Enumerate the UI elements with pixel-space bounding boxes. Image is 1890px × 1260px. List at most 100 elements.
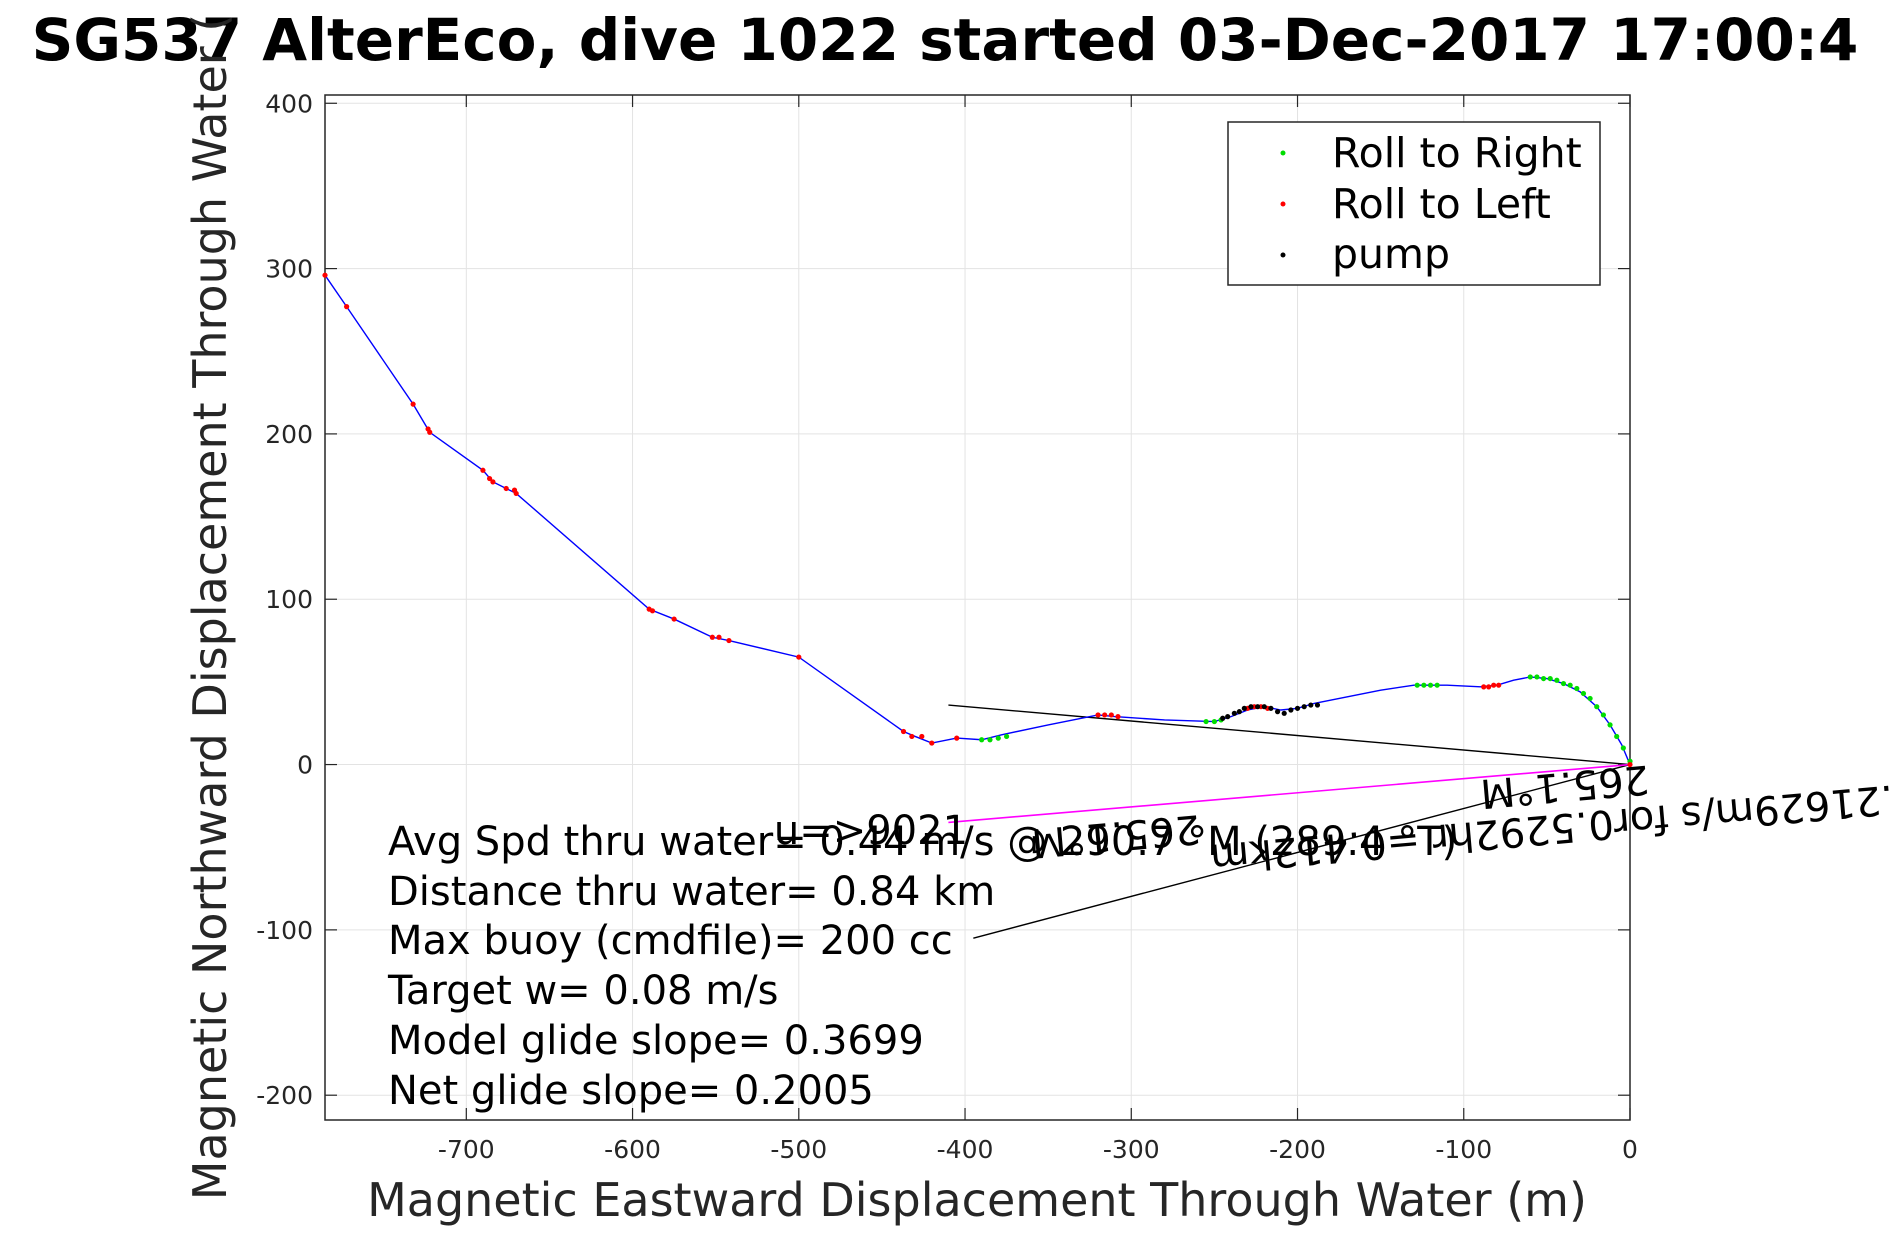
roll-right-point xyxy=(1540,675,1547,682)
x-tick-label: -300 xyxy=(1103,1135,1160,1164)
roll-right-point xyxy=(1003,733,1010,740)
y-tick-label: -100 xyxy=(256,916,313,945)
roll-left-point xyxy=(909,733,915,740)
roll-left-point xyxy=(344,304,350,310)
pump-point xyxy=(1294,705,1301,711)
pump-point xyxy=(1255,704,1261,710)
roll-left-point xyxy=(1491,682,1497,688)
roll-left-point xyxy=(709,634,715,640)
roll-left-point xyxy=(410,401,416,407)
roll-left-point xyxy=(929,740,935,746)
stat-avg-speed: Avg Spd thru water= 0.44 m/s @ 290.7 °M … xyxy=(388,819,1457,865)
x-tick-label: -600 xyxy=(604,1135,661,1164)
roll-right-point xyxy=(1554,677,1560,683)
pump-point xyxy=(1220,715,1226,721)
roll-left-point xyxy=(954,735,960,741)
pump-point xyxy=(1241,705,1247,711)
roll-right-point xyxy=(995,735,1001,741)
dive-track xyxy=(324,274,1631,765)
x-tick-label: -700 xyxy=(438,1135,495,1164)
x-tick-label: -200 xyxy=(1269,1135,1326,1164)
plot-area xyxy=(324,94,1631,1121)
stat-distance: Distance thru water= 0.84 km xyxy=(388,869,995,915)
roll-left-point xyxy=(1486,684,1492,690)
legend-marker-roll-left xyxy=(1280,201,1286,207)
track-line xyxy=(324,274,1631,765)
roll-left-point xyxy=(322,272,328,278)
roll-right-point xyxy=(1203,718,1209,725)
roll-left-point xyxy=(649,608,656,614)
roll-left-point xyxy=(726,637,732,644)
roll-left-point xyxy=(1108,712,1114,718)
roll-right-point xyxy=(1574,685,1580,692)
stat-max-buoy: Max buoy (cmdfile)= 200 cc xyxy=(388,918,953,964)
roll-left-point xyxy=(1102,712,1108,718)
pump-point xyxy=(1231,710,1237,716)
stat-net-glide-slope: Net glide slope= 0.2005 xyxy=(388,1068,874,1114)
roll-left-point xyxy=(1496,682,1502,688)
legend: Roll to Right Roll to Left pump xyxy=(1227,121,1601,286)
current-vector-line xyxy=(948,763,1631,824)
y-axis-ticks: -200 -100 0 100 200 300 400 xyxy=(256,89,1630,1110)
roll-right-point xyxy=(1414,682,1420,688)
stat-target-w: Target w= 0.08 m/s xyxy=(387,968,778,1014)
legend-marker-pump xyxy=(1280,252,1286,258)
roll-left-point xyxy=(513,490,519,497)
roll-right-point xyxy=(1567,682,1573,688)
roll-right-point xyxy=(1600,712,1607,718)
pump-point xyxy=(1248,704,1254,710)
legend-label-roll-right: Roll to Right xyxy=(1332,129,1582,177)
x-tick-label: 0 xyxy=(1622,1135,1638,1164)
pump-point xyxy=(1268,705,1274,711)
roll-right-point xyxy=(1594,704,1600,710)
roll-left-point xyxy=(490,479,496,485)
roll-right-point xyxy=(1527,674,1533,680)
y-tick-label: -200 xyxy=(256,1081,313,1110)
pump-point xyxy=(1281,710,1287,716)
roll-right-point xyxy=(1211,718,1217,725)
overlay-label: u=>9021 xyxy=(774,808,968,854)
x-tick-label: -100 xyxy=(1435,1135,1492,1164)
legend-label-pump: pump xyxy=(1332,230,1450,278)
roll-left-point xyxy=(1627,761,1633,768)
y-tick-label: 300 xyxy=(265,255,313,284)
roll-right-point xyxy=(1427,682,1434,688)
chart-title: SG537 AlterEco, dive 1022 started 03-Dec… xyxy=(32,6,1859,74)
roll-right-point xyxy=(1607,722,1613,728)
roll-left-point xyxy=(716,634,722,640)
roll-left-point xyxy=(900,728,907,735)
y-tick-label: 200 xyxy=(265,420,313,449)
roll-left-point xyxy=(1481,684,1487,690)
roll-left-point xyxy=(796,654,802,660)
pump-point xyxy=(1274,709,1281,715)
roll-right-point xyxy=(1421,682,1427,688)
vector-line xyxy=(948,704,1631,766)
roll-left-point xyxy=(486,475,493,482)
legend-box xyxy=(1227,121,1601,286)
track-markers xyxy=(322,272,1633,768)
pump-point xyxy=(1236,709,1242,715)
roll-left-point xyxy=(480,467,486,473)
dive-statistics: Avg Spd thru water= 0.44 m/s @ 290.7 °M … xyxy=(387,819,1457,1114)
roll-right-point xyxy=(1614,733,1620,740)
pump-point xyxy=(1314,702,1321,708)
roll-right-point xyxy=(1587,695,1593,702)
x-axis-ticks: -700 -600 -500 -400 -300 -200 -100 0 xyxy=(438,95,1638,1164)
roll-right-point xyxy=(1534,674,1540,680)
roll-right-point xyxy=(1434,682,1440,688)
vector-line xyxy=(973,763,1631,939)
x-tick-label: -500 xyxy=(770,1135,827,1164)
roll-right-point xyxy=(1560,680,1567,687)
y-tick-label: 0 xyxy=(297,751,313,780)
y-axis-label: Magnetic Northward Displacement Through … xyxy=(183,14,237,1200)
roll-right-point xyxy=(979,737,985,743)
pump-point xyxy=(1261,704,1267,710)
roll-right-point xyxy=(987,737,993,743)
pump-point xyxy=(1225,714,1231,720)
pump-point xyxy=(1308,702,1314,708)
roll-right-point xyxy=(1580,690,1587,697)
pump-point xyxy=(1288,707,1294,713)
roll-left-point xyxy=(671,616,677,622)
y-tick-label: 400 xyxy=(265,89,313,118)
